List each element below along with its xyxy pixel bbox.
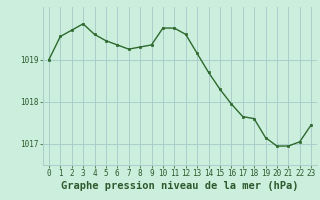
- X-axis label: Graphe pression niveau de la mer (hPa): Graphe pression niveau de la mer (hPa): [61, 181, 299, 191]
